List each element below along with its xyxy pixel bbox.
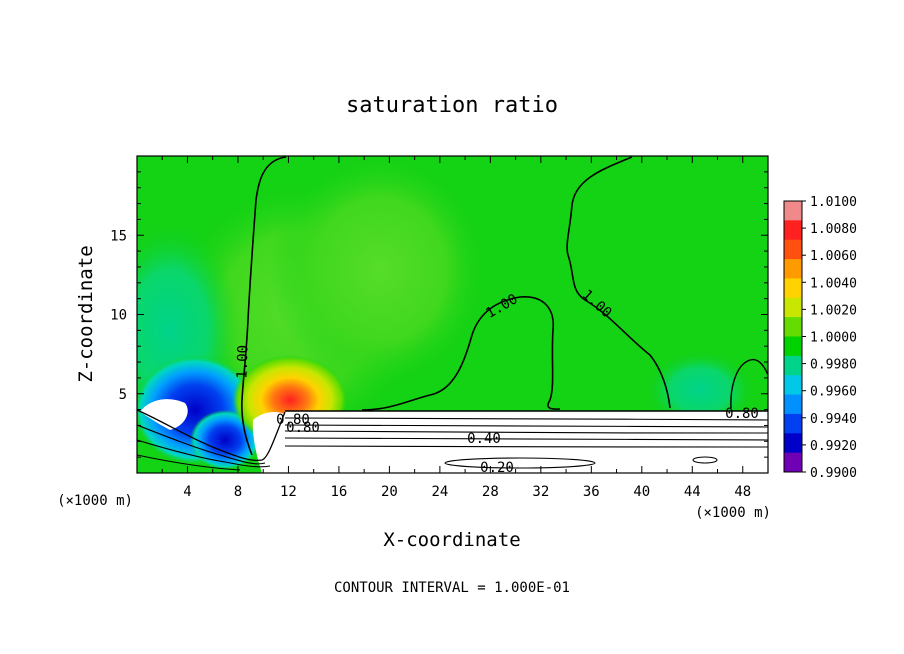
x-tick-label: 48 xyxy=(734,484,751,500)
contour-label: 0.80 xyxy=(725,406,759,422)
contour-100-right xyxy=(566,156,671,409)
plot-area xyxy=(137,156,768,473)
x-tick-label: 36 xyxy=(583,484,600,500)
y-tick-label: 15 xyxy=(110,228,127,244)
contour-interval-note: CONTOUR INTERVAL = 1.000E-01 xyxy=(334,580,570,596)
contour-ridge-1 xyxy=(137,409,286,462)
contour-label: 0.40 xyxy=(467,431,501,447)
colorbar-label: 1.0000 xyxy=(810,331,857,346)
x-tick-label: 4 xyxy=(183,484,191,500)
colorbar-label: 1.0060 xyxy=(810,249,857,264)
x-unit-left: (×1000 m) xyxy=(57,493,133,509)
contour-labels: 1.00 1.00 1.00 0.80 0.80 0.80 0.40 0.20 xyxy=(234,287,758,476)
colorbar-label: 0.9980 xyxy=(810,358,857,373)
x-tick-label: 24 xyxy=(431,484,448,500)
y-axis-label: Z-coordinate xyxy=(75,245,97,382)
contour-ridge-3 xyxy=(137,439,271,468)
contour-100-left xyxy=(241,156,287,456)
x-tick-label: 16 xyxy=(330,484,347,500)
contour-small xyxy=(692,456,718,464)
colorbar-swatch xyxy=(784,239,802,260)
colorbar-label: 0.9920 xyxy=(810,439,857,454)
x-axis: 4 8 12 16 20 24 28 32 36 40 44 48 xyxy=(161,156,751,500)
colorbar-swatch xyxy=(784,278,802,299)
colorbar-label: 0.9940 xyxy=(810,412,857,427)
colorbar-label: 1.0020 xyxy=(810,303,857,318)
x-tick-label: 28 xyxy=(482,484,499,500)
x-tick-label: 40 xyxy=(633,484,650,500)
colorbar-swatch xyxy=(784,259,802,279)
contour-label: 1.00 xyxy=(234,345,251,379)
colorbar-label: 0.9960 xyxy=(810,385,857,400)
colorbar-label: 1.0100 xyxy=(810,195,857,210)
colorbar-swatch xyxy=(784,433,802,454)
y-axis: 5 10 15 xyxy=(110,171,768,458)
x-tick-label: 32 xyxy=(532,484,549,500)
colorbar: 1.0100 1.0080 1.0060 1.0040 1.0020 1.0000 0.99… xyxy=(783,195,857,481)
y-tick-label: 5 xyxy=(119,387,127,403)
y-tick-label: 10 xyxy=(110,308,127,324)
chart-title: saturation ratio xyxy=(346,93,558,118)
contour-layer-6 xyxy=(284,445,768,448)
clear-region-ridge xyxy=(252,412,285,473)
clear-region-left xyxy=(140,399,188,430)
contour-ridge-4 xyxy=(137,454,241,471)
contour-100-middle xyxy=(361,296,561,411)
colorbar-swatch xyxy=(784,336,802,357)
x-tick-label: 8 xyxy=(234,484,242,500)
x-tick-label: 12 xyxy=(280,484,297,500)
moist-region-upper xyxy=(270,156,490,390)
cyan-region-right xyxy=(645,350,755,430)
colorbar-swatch xyxy=(784,413,802,434)
x-tick-label: 44 xyxy=(684,484,701,500)
colorbar-swatch xyxy=(784,201,802,221)
contour-layer-3 xyxy=(284,424,768,428)
lower-layer xyxy=(285,411,768,473)
contour-ridge-2 xyxy=(137,424,266,465)
x-unit-right: (×1000 m) xyxy=(695,505,771,521)
colorbar-swatch xyxy=(784,452,802,473)
contour-label: 0.20 xyxy=(480,460,514,476)
colorbar-swatch xyxy=(784,317,802,337)
contour-layer-4 xyxy=(284,430,768,434)
colorbar-swatch xyxy=(784,375,802,396)
colorbar-swatch xyxy=(784,220,802,241)
contour-label: 0.80 xyxy=(276,412,310,428)
contour-080 xyxy=(284,417,768,421)
colorbar-swatch xyxy=(784,355,802,376)
contour-100-edge xyxy=(730,358,768,409)
colorbar-label: 0.9900 xyxy=(810,466,857,481)
colorbar-swatch xyxy=(784,394,802,415)
colorbar-label: 1.0040 xyxy=(810,276,857,291)
colorbar-label: 1.0080 xyxy=(810,222,857,237)
x-tick-label: 20 xyxy=(381,484,398,500)
contour-020 xyxy=(444,457,596,469)
contour-040 xyxy=(284,437,768,441)
x-axis-label: X-coordinate xyxy=(383,529,520,551)
contour-label: 0.80 xyxy=(286,420,320,436)
colorbar-swatch xyxy=(784,297,802,318)
